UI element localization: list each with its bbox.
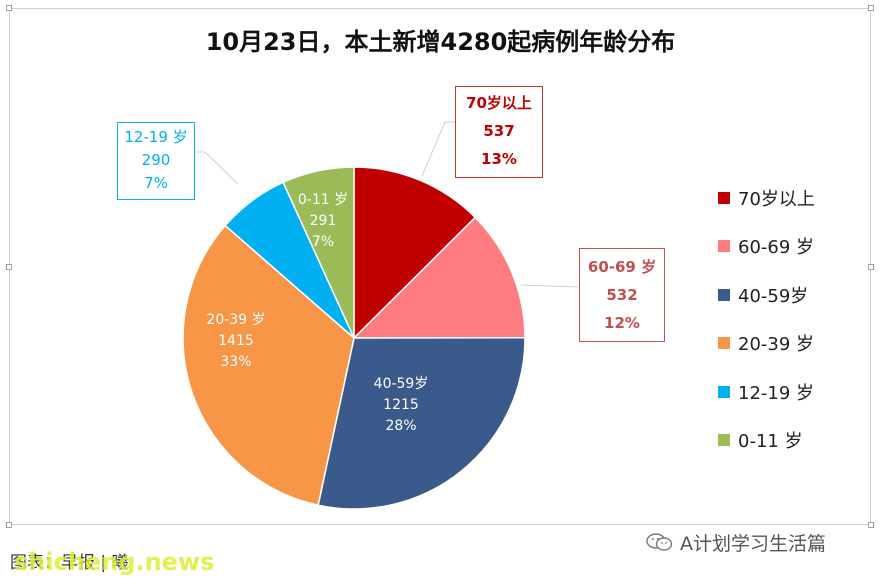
callout-12-19: 12-19 岁 290 7% [117, 122, 195, 200]
slice-label-name: 40-59岁 [373, 376, 429, 392]
legend-item-70-plus: 70岁以上 [718, 186, 815, 210]
slice-label-pct: 33% [220, 354, 252, 370]
account-name: A计划学习生活篇 [680, 533, 826, 555]
legend-swatch [718, 337, 730, 349]
slice-label-name: 0-11 岁 [297, 192, 349, 208]
leader-line-60-69 [520, 284, 579, 288]
site-watermark: shicheng.news [14, 548, 215, 576]
callout-name: 12-19 岁 [124, 128, 188, 146]
resize-handle-bottom-right[interactable] [868, 522, 874, 528]
legend-item-60-69: 60-69 岁 [718, 234, 814, 258]
slice-label-20-39: 20-39 岁 1415 33% [186, 310, 286, 373]
legend-swatch [718, 289, 730, 301]
legend-swatch [718, 434, 730, 446]
legend-label: 70岁以上 [738, 189, 815, 210]
callout-value: 537 [483, 122, 515, 140]
legend-swatch [718, 386, 730, 398]
legend-swatch [718, 240, 730, 252]
callout-name: 60-69 岁 [587, 258, 657, 276]
slice-label-value: 1215 [383, 397, 419, 413]
leader-line-12-19 [196, 151, 239, 185]
slice-label-name: 20-39 岁 [206, 312, 266, 328]
legend-label: 20-39 岁 [738, 334, 815, 355]
resize-handle-right[interactable] [868, 264, 874, 270]
resize-handle-bottom-left[interactable] [6, 522, 12, 528]
callout-value: 532 [606, 286, 638, 304]
chart-title: 10月23日，本土新增4280起病例年龄分布 [205, 28, 676, 56]
slice-label-value: 291 [309, 213, 337, 229]
legend-label: 40-59岁 [738, 286, 809, 307]
pie-slice-5 [282, 166, 355, 339]
source-caption: 图表：早报 | 曦 [10, 553, 129, 573]
pie-slice-3 [182, 224, 355, 507]
resize-handle-top-right[interactable] [868, 5, 874, 11]
legend-item-12-19: 12-19 岁 [718, 380, 814, 404]
pie-slice-1 [352, 216, 526, 339]
legend-label: 12-19 岁 [738, 383, 815, 404]
pie-slice-0 [353, 166, 477, 340]
callout-value: 290 [141, 151, 171, 169]
resize-handle-top-left[interactable] [6, 5, 12, 11]
legend-label: 0-11 岁 [738, 431, 803, 452]
slice-label-pct: 7% [311, 234, 335, 250]
pie-slice-2 [317, 336, 526, 510]
legend-item-20-39: 20-39 岁 [718, 331, 814, 355]
callout-pct: 13% [481, 150, 517, 168]
slice-label-pct: 28% [385, 418, 417, 434]
callout-name: 70岁以上 [466, 94, 532, 112]
slice-label-0-11: 0-11 岁 291 7% [288, 190, 358, 253]
slice-label-value: 1415 [218, 333, 254, 349]
callout-60-69: 60-69 岁 532 12% [579, 248, 665, 342]
legend-swatch [718, 192, 730, 204]
slice-label-40-59: 40-59岁 1215 28% [356, 374, 446, 437]
leader-line-70-plus [421, 121, 455, 177]
resize-handle-left[interactable] [6, 264, 12, 270]
callout-pct: 12% [604, 314, 640, 332]
wechat-icon [646, 533, 673, 551]
legend-item-0-11: 0-11 岁 [718, 428, 803, 452]
callout-pct: 7% [144, 174, 168, 192]
legend-item-40-59: 40-59岁 [718, 283, 808, 307]
legend-label: 60-69 岁 [738, 237, 815, 258]
callout-70-plus: 70岁以上 537 13% [455, 86, 543, 178]
